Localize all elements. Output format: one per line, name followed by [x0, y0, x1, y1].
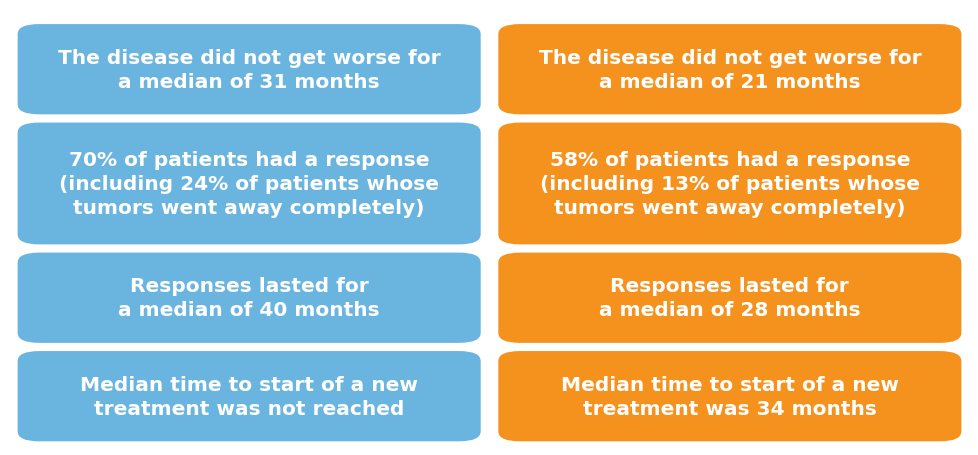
Text: 58% of patients had a response
(including 13% of patients whose
tumors went away: 58% of patients had a response (includin… — [539, 151, 919, 218]
FancyBboxPatch shape — [18, 351, 480, 441]
Text: Median time to start of a new
treatment was 34 months: Median time to start of a new treatment … — [560, 375, 898, 418]
FancyBboxPatch shape — [18, 253, 480, 343]
FancyBboxPatch shape — [498, 253, 960, 343]
FancyBboxPatch shape — [18, 123, 480, 245]
Text: Median time to start of a new
treatment was not reached: Median time to start of a new treatment … — [80, 375, 418, 418]
FancyBboxPatch shape — [498, 25, 960, 115]
Text: The disease did not get worse for
a median of 31 months: The disease did not get worse for a medi… — [58, 49, 440, 91]
Text: Responses lasted for
a median of 40 months: Responses lasted for a median of 40 mont… — [118, 277, 379, 320]
FancyBboxPatch shape — [18, 25, 480, 115]
Text: 70% of patients had a response
(including 24% of patients whose
tumors went away: 70% of patients had a response (includin… — [59, 151, 439, 218]
Text: Responses lasted for
a median of 28 months: Responses lasted for a median of 28 mont… — [599, 277, 860, 320]
Text: The disease did not get worse for
a median of 21 months: The disease did not get worse for a medi… — [538, 49, 920, 91]
FancyBboxPatch shape — [498, 123, 960, 245]
FancyBboxPatch shape — [498, 351, 960, 441]
